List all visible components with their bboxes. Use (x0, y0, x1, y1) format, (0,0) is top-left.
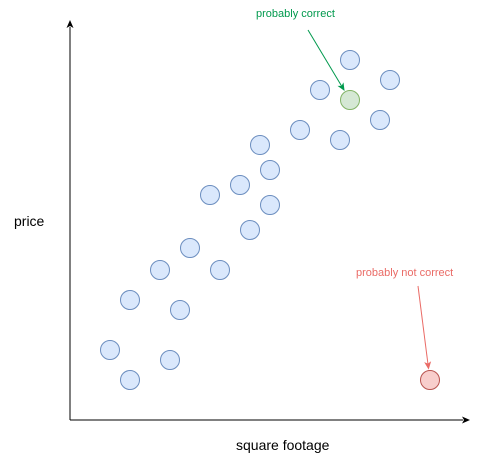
data-point (240, 220, 260, 240)
annotation-arrows (307, 29, 432, 370)
data-point (260, 160, 280, 180)
data-point (120, 290, 140, 310)
annotation-arrow-line (417, 285, 429, 364)
annotation-arrowhead (337, 82, 345, 91)
data-point (380, 70, 400, 90)
data-point (260, 195, 280, 215)
data-point (290, 120, 310, 140)
data-point (200, 185, 220, 205)
data-points (100, 50, 440, 390)
data-point-probably-not-correct (420, 370, 440, 390)
y-axis-arrowhead (66, 20, 74, 28)
data-point (150, 260, 170, 280)
data-point (160, 350, 180, 370)
data-point (120, 370, 140, 390)
x-axis-label: square footage (236, 437, 330, 453)
data-point (330, 130, 350, 150)
x-axis-arrowhead (462, 416, 470, 424)
annotation-probably-correct: probably correct (256, 8, 335, 20)
data-point (100, 340, 120, 360)
data-point (310, 80, 330, 100)
annotation-probably-not-correct: probably not correct (356, 267, 454, 279)
annotation-arrow-line (307, 29, 342, 87)
axes (66, 20, 470, 424)
data-point (370, 110, 390, 130)
data-point (340, 50, 360, 70)
data-point (170, 300, 190, 320)
annotation-arrowhead (424, 361, 432, 370)
data-point (210, 260, 230, 280)
data-point (250, 135, 270, 155)
y-axis-label: price (14, 213, 45, 229)
data-point (180, 238, 200, 258)
data-point (230, 175, 250, 195)
data-point-probably-correct (340, 90, 360, 110)
